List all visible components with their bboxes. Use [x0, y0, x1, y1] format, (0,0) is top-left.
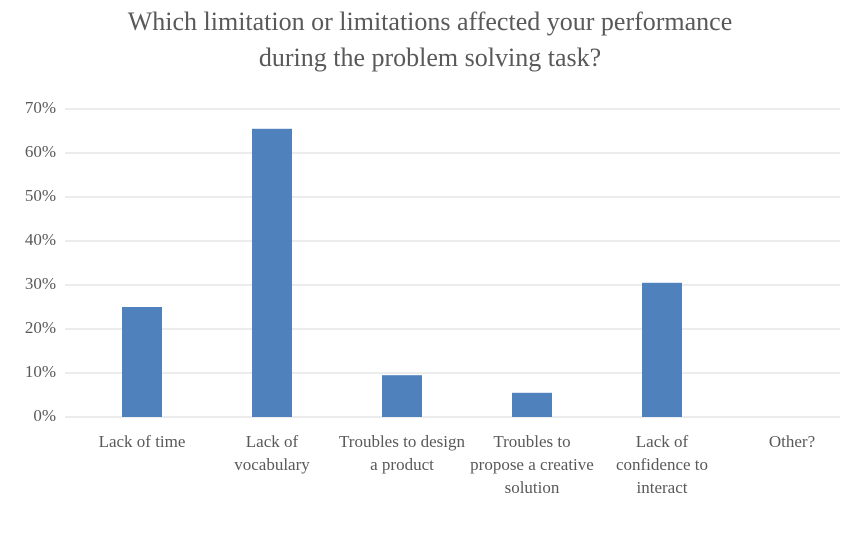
bar — [382, 375, 422, 417]
x-tick-label: Lack of time — [98, 432, 186, 451]
y-tick-label: 20% — [25, 318, 56, 337]
y-tick-label: 50% — [25, 186, 56, 205]
x-tick-label: Lack of confidence to interact — [615, 432, 709, 497]
x-tick-label: Other? — [768, 432, 816, 451]
y-tick-label: 70% — [25, 98, 56, 117]
y-tick-label: 0% — [33, 406, 56, 425]
y-tick-label: 10% — [25, 362, 56, 381]
bar — [252, 128, 292, 418]
x-tick-label: Troubles to design a product — [339, 432, 465, 474]
y-tick-label: 30% — [25, 274, 56, 293]
bar — [122, 307, 162, 417]
chart-title: Which limitation or limitations affected… — [127, 7, 733, 72]
bar — [512, 392, 552, 417]
bar — [642, 282, 682, 417]
x-tick-label: Troubles to propose a creative solution — [470, 432, 594, 497]
y-tick-label: 60% — [25, 142, 56, 161]
y-tick-label: 40% — [25, 230, 56, 249]
x-tick-label: Lack of vocabulary — [234, 432, 310, 474]
